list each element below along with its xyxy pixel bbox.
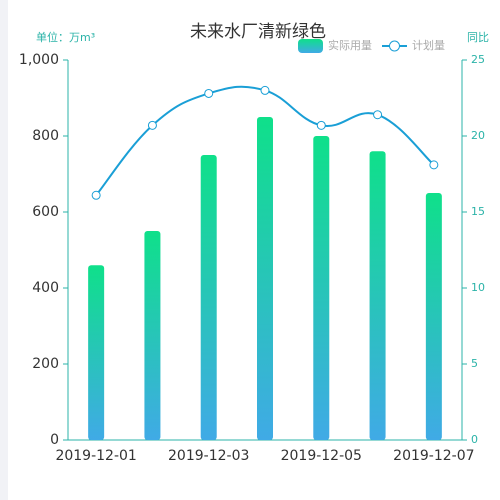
legend-label: 实际用量 [328, 38, 372, 52]
y-tick-label: 0 [50, 432, 59, 448]
bar [144, 231, 161, 440]
y2-axis-label: 同比 [467, 31, 489, 44]
x-tick-label: 2019-12-07 [393, 448, 474, 464]
bar [313, 136, 330, 440]
y-tick-label: 200 [32, 356, 59, 372]
legend-swatch [389, 40, 400, 52]
x-tick-label: 2019-12-05 [281, 448, 362, 464]
line-marker [91, 190, 101, 200]
y2-tick-label: 20 [471, 129, 485, 142]
legend-label: 计划量 [412, 39, 445, 52]
y2-tick-label: 5 [471, 357, 478, 370]
y-tick-label: 400 [32, 280, 59, 296]
y-tick-label: 1,000 [19, 52, 59, 68]
y2-tick-label: 0 [471, 433, 478, 446]
line-marker [373, 110, 383, 120]
line-marker [316, 120, 326, 130]
line-marker [204, 88, 214, 98]
bar [88, 265, 105, 440]
x-tick-label: 2019-12-03 [168, 448, 249, 464]
legend-swatch [298, 39, 323, 53]
y2-tick-label: 15 [471, 205, 485, 218]
x-tick-label: 2019-12-01 [55, 448, 136, 464]
bar [257, 117, 273, 440]
y-tick-label: 600 [32, 204, 59, 220]
page-edge [0, 0, 8, 500]
line-marker [260, 85, 270, 95]
y2-tick-label: 10 [471, 281, 485, 294]
bar [369, 151, 386, 440]
y-tick-label: 800 [32, 128, 59, 144]
chart-title: 未来水厂清新绿色 [190, 22, 326, 42]
bar [425, 193, 442, 440]
y2-tick-label: 25 [471, 53, 485, 66]
line-marker [429, 160, 439, 170]
bar [200, 155, 217, 440]
line-marker [147, 120, 157, 130]
y-axis-label: 单位：万m³ [36, 30, 95, 44]
